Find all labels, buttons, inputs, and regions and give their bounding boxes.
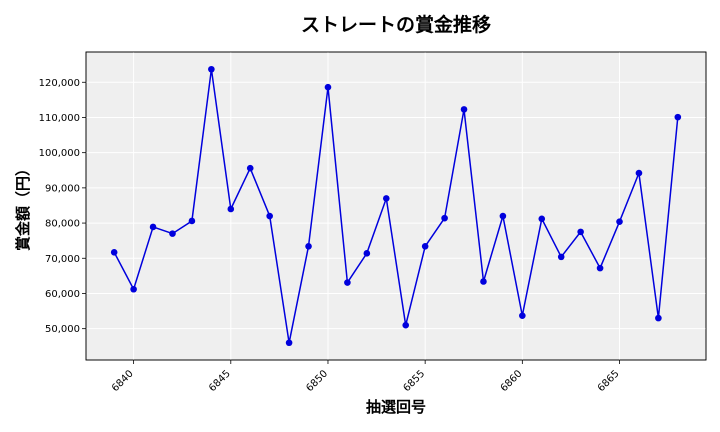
y-tick-label: 90,000 (45, 183, 80, 194)
plot-area (85, 51, 707, 361)
data-point (382, 195, 390, 202)
data-point (188, 217, 196, 225)
y-tick-label: 110,000 (39, 113, 80, 124)
data-point (208, 65, 215, 73)
data-point (149, 223, 157, 231)
x-tick-label: 6855 (401, 368, 427, 394)
data-point (519, 312, 526, 319)
data-point (130, 285, 137, 293)
data-point (596, 264, 604, 272)
plot-frame (85, 51, 707, 361)
y-axis-label: 賞金額（円） (14, 161, 32, 251)
y-axis-ticks: 50,000 60,000 70,000 80,000 90,000 100,000 110… (39, 78, 86, 335)
y-tick-label: 120,000 (39, 78, 80, 89)
chart-title: ストレートの賞金推移 (301, 13, 491, 36)
data-point (441, 214, 448, 222)
x-tick-label: 6845 (207, 368, 233, 394)
y-tick-label: 50,000 (45, 324, 80, 335)
data-point (266, 212, 273, 220)
x-tick-label: 6850 (304, 368, 330, 394)
data-point (460, 106, 468, 113)
data-point (227, 205, 235, 213)
data-point (616, 218, 623, 225)
x-tick-label: 6840 (110, 368, 136, 394)
data-point (577, 228, 584, 236)
series-group (110, 65, 682, 347)
data-point (246, 164, 254, 172)
data-point (305, 243, 312, 250)
data-point (285, 339, 293, 347)
data-point (344, 279, 351, 286)
data-point (674, 113, 682, 121)
x-tick-label: 6865 (596, 368, 622, 394)
data-point (557, 253, 565, 261)
y-tick-label: 80,000 (45, 219, 80, 230)
data-point (169, 230, 176, 237)
data-point (655, 314, 662, 322)
data-point (402, 321, 410, 329)
x-axis-label: 抽選回号 (366, 398, 426, 416)
data-point (421, 243, 429, 250)
y-tick-label: 70,000 (45, 254, 80, 265)
data-point (363, 250, 371, 257)
y-tick-label: 60,000 (45, 289, 80, 300)
y-tick-label: 100,000 (39, 148, 80, 159)
grid-lines (86, 52, 706, 360)
data-point (110, 248, 118, 256)
x-tick-label: 6860 (499, 368, 525, 394)
series-line (113, 69, 679, 343)
data-point (480, 278, 487, 285)
data-point (499, 212, 507, 220)
x-axis-ticks: 6840 6845 6850 6855 6860 6865 (110, 360, 622, 394)
data-point (538, 215, 546, 223)
data-point (324, 83, 332, 91)
data-point (635, 169, 643, 177)
